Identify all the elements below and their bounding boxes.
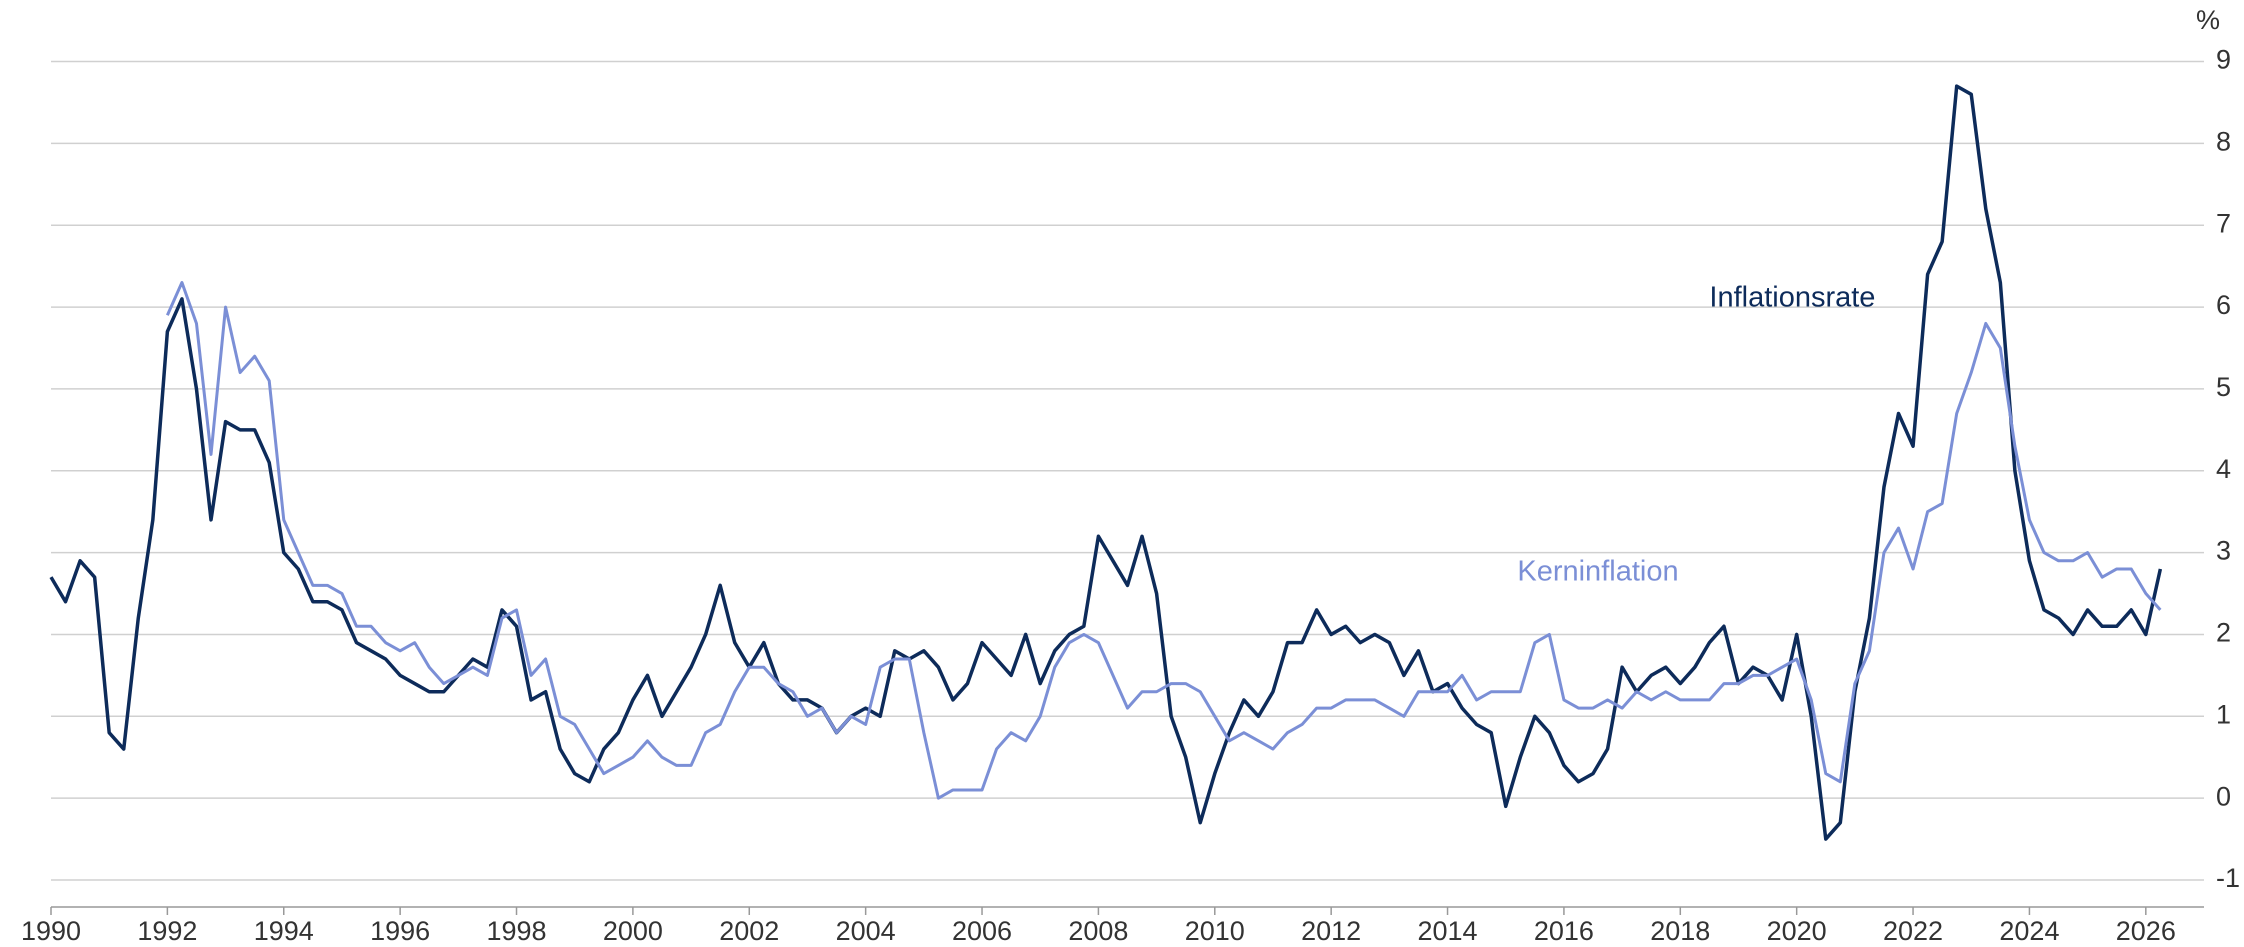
x-tick-label: 2022 <box>1883 916 1943 946</box>
y-tick-label: 9 <box>2216 45 2231 75</box>
x-tick-label: 2020 <box>1767 916 1827 946</box>
y-tick-label: 4 <box>2216 454 2231 484</box>
y-tick-label: 0 <box>2216 781 2231 811</box>
y-tick-label: 2 <box>2216 618 2231 648</box>
y-tick-label: -1 <box>2216 863 2240 893</box>
x-tick-label: 1996 <box>370 916 430 946</box>
x-tick-label: 2002 <box>719 916 779 946</box>
y-tick-label: 8 <box>2216 127 2231 157</box>
y-tick-label: 7 <box>2216 208 2231 238</box>
x-tick-label: 2010 <box>1185 916 1245 946</box>
x-tick-label: 2026 <box>2116 916 2176 946</box>
line-series <box>166 281 2162 800</box>
x-tick-label: 2006 <box>952 916 1012 946</box>
y-tick-label: 6 <box>2216 290 2231 320</box>
x-tick-label: 1998 <box>486 916 546 946</box>
x-tick-label: 2012 <box>1301 916 1361 946</box>
y-axis-label: % <box>2196 5 2220 35</box>
x-tick-label: 2014 <box>1418 916 1478 946</box>
x-tick-label: 1990 <box>21 916 81 946</box>
y-tick-label: 5 <box>2216 372 2231 402</box>
y-tick-label: 1 <box>2216 699 2231 729</box>
x-tick-label: 2016 <box>1534 916 1594 946</box>
line-series <box>49 84 2163 841</box>
x-tick-label: 1992 <box>137 916 197 946</box>
y-tick-label: 3 <box>2216 536 2231 566</box>
x-tick-label: 2000 <box>603 916 663 946</box>
x-tick-label: 2018 <box>1650 916 1710 946</box>
x-tick-label: 2008 <box>1068 916 1128 946</box>
x-tick-label: 2024 <box>1999 916 2059 946</box>
x-tick-label: 2004 <box>836 916 896 946</box>
annotation: Inflationsrate <box>1709 282 1875 314</box>
x-tick-label: 1994 <box>254 916 314 946</box>
annotation: Kerninflation <box>1517 556 1678 588</box>
